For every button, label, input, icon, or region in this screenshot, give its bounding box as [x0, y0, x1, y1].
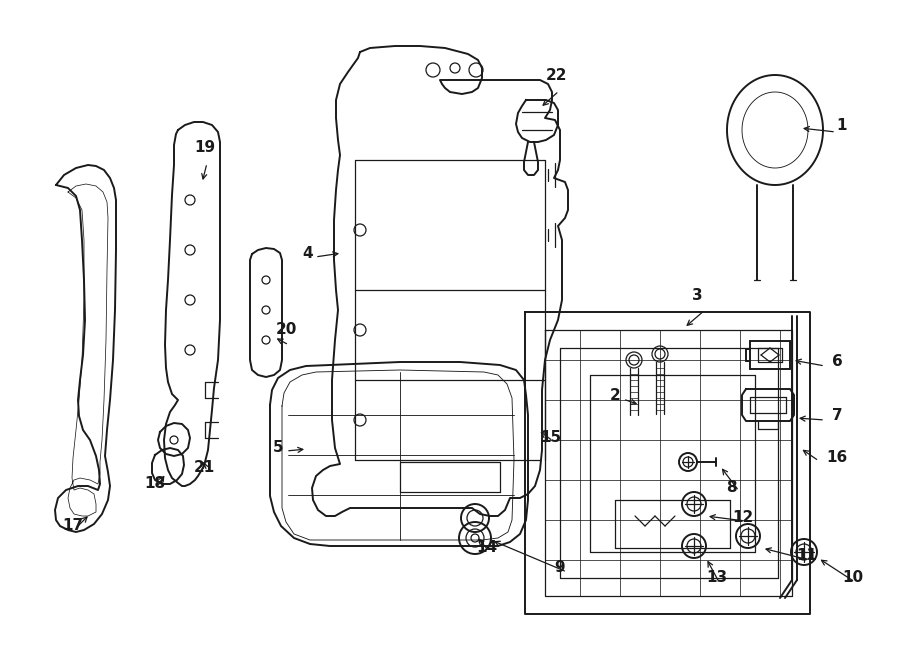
- Text: 8: 8: [726, 479, 736, 495]
- Text: 15: 15: [540, 430, 561, 444]
- Text: 1: 1: [836, 118, 847, 134]
- Text: 7: 7: [832, 408, 842, 424]
- Text: 13: 13: [706, 571, 727, 585]
- Text: 20: 20: [276, 322, 297, 336]
- Text: 10: 10: [842, 571, 863, 585]
- Text: 5: 5: [273, 440, 284, 455]
- Text: 18: 18: [144, 475, 165, 491]
- Text: 2: 2: [610, 387, 621, 402]
- Text: 17: 17: [62, 518, 83, 532]
- Text: 19: 19: [194, 140, 215, 154]
- Text: 11: 11: [796, 549, 817, 563]
- Text: 9: 9: [554, 561, 564, 575]
- Text: 22: 22: [546, 68, 568, 83]
- Text: 6: 6: [832, 354, 842, 369]
- Text: 4: 4: [302, 246, 312, 261]
- Text: 21: 21: [194, 459, 215, 475]
- Text: 14: 14: [476, 540, 497, 555]
- Text: 16: 16: [826, 449, 847, 465]
- Text: 3: 3: [692, 289, 703, 303]
- Text: 12: 12: [732, 510, 753, 524]
